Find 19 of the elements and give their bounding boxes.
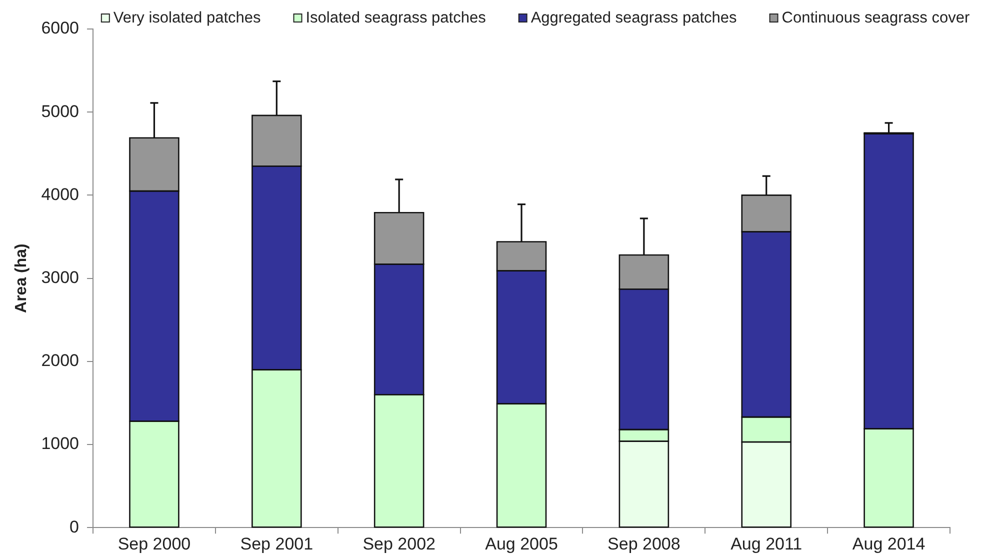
legend-label: Isolated seagrass patches — [306, 9, 486, 26]
y-tick-label: 1000 — [41, 434, 80, 454]
y-tick-label: 5000 — [41, 102, 80, 121]
x-tick-label: Sep 2000 — [118, 534, 191, 554]
y-tick-label: 0 — [70, 517, 80, 536]
x-tick-label: Aug 2014 — [852, 534, 926, 554]
x-tick-label: Aug 2005 — [485, 534, 558, 554]
y-tick-label: 4000 — [41, 184, 80, 204]
x-tick-label: Sep 2002 — [362, 534, 436, 554]
y-tick-label: 6000 — [41, 18, 80, 38]
x-tick-label: Aug 2011 — [730, 534, 802, 554]
x-tick-label: Sep 2001 — [240, 534, 314, 554]
legend-label: Continuous seagrass cover — [782, 9, 970, 26]
legend-label: Aggregated seagrass patches — [530, 9, 738, 26]
y-tick-label: 2000 — [41, 351, 80, 370]
x-tick-label: Sep 2008 — [608, 534, 680, 554]
legend-label: Very isolated patches — [113, 9, 262, 26]
y-axis-title: Area (ha) — [13, 244, 30, 313]
y-tick-label: 3000 — [41, 268, 80, 287]
